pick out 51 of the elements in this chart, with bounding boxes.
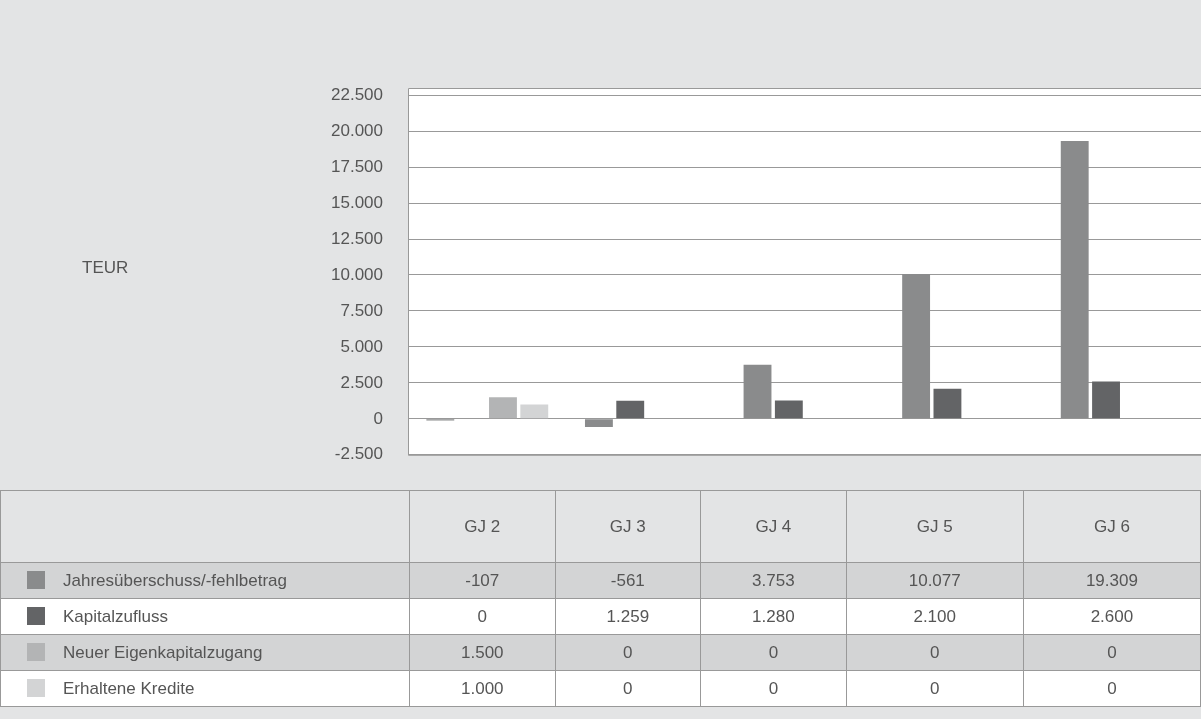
data-label: 1.259 bbox=[555, 598, 701, 635]
y-tick-label: 12.500 bbox=[331, 228, 383, 248]
bar bbox=[774, 400, 803, 419]
y-tick-label: 20.000 bbox=[331, 120, 383, 140]
data-label: 0 bbox=[1023, 670, 1201, 707]
data-label: -561 bbox=[555, 562, 701, 599]
data-label: 0 bbox=[555, 670, 701, 707]
data-label: -107 bbox=[409, 562, 556, 599]
x-tick-label: GJ 5 bbox=[846, 490, 1024, 563]
data-label: 1.000 bbox=[409, 670, 556, 707]
bar bbox=[933, 388, 962, 419]
data-label: 2.100 bbox=[846, 598, 1024, 635]
bar bbox=[489, 397, 517, 419]
bar bbox=[1092, 381, 1120, 419]
y-tick-label: 22.500 bbox=[331, 84, 383, 104]
legend-label: Neuer Eigenkapitalzugang bbox=[63, 642, 263, 662]
x-tick-label: GJ 4 bbox=[700, 490, 847, 563]
text: TEUR bbox=[82, 258, 129, 278]
y-tick-label: 0 bbox=[373, 408, 383, 428]
bar bbox=[520, 404, 549, 419]
data-label: 1.500 bbox=[409, 634, 556, 671]
legend-label: Kapitalzufluss bbox=[63, 606, 168, 626]
y-tick-label: 10.000 bbox=[331, 264, 383, 284]
y-tick-label: 17.500 bbox=[331, 156, 383, 176]
y-tick-label: 5.000 bbox=[340, 336, 383, 356]
data-label: 0 bbox=[409, 598, 556, 635]
bar bbox=[584, 419, 613, 427]
data-label: 2.600 bbox=[1023, 598, 1201, 635]
y-tick-label: 7.500 bbox=[340, 300, 383, 320]
data-label: 3.753 bbox=[700, 562, 847, 599]
legend-label: Erhaltene Kredite bbox=[63, 678, 195, 698]
legend-label: Jahresüberschuss/-fehlbetrag bbox=[63, 570, 287, 590]
data-label: 1.280 bbox=[700, 598, 847, 635]
data-label: 0 bbox=[700, 634, 847, 671]
bar bbox=[616, 400, 645, 419]
y-tick-label: 15.000 bbox=[331, 192, 383, 212]
x-tick-label: GJ 2 bbox=[409, 490, 556, 563]
bar bbox=[902, 273, 931, 419]
data-label: 0 bbox=[846, 634, 1024, 671]
bar bbox=[743, 364, 772, 419]
data-label: 0 bbox=[846, 670, 1024, 707]
data-label: 0 bbox=[555, 634, 701, 671]
data-label: 10.077 bbox=[846, 562, 1024, 599]
bar bbox=[1060, 141, 1089, 419]
data-label: 0 bbox=[700, 670, 847, 707]
y-tick-label: -2.500 bbox=[334, 444, 383, 464]
data-label: 19.309 bbox=[1023, 562, 1201, 599]
x-tick-label: GJ 6 bbox=[1023, 490, 1201, 563]
data-label: 0 bbox=[1023, 634, 1201, 671]
x-tick-label: GJ 3 bbox=[555, 490, 701, 563]
y-tick-label: 2.500 bbox=[340, 372, 383, 392]
